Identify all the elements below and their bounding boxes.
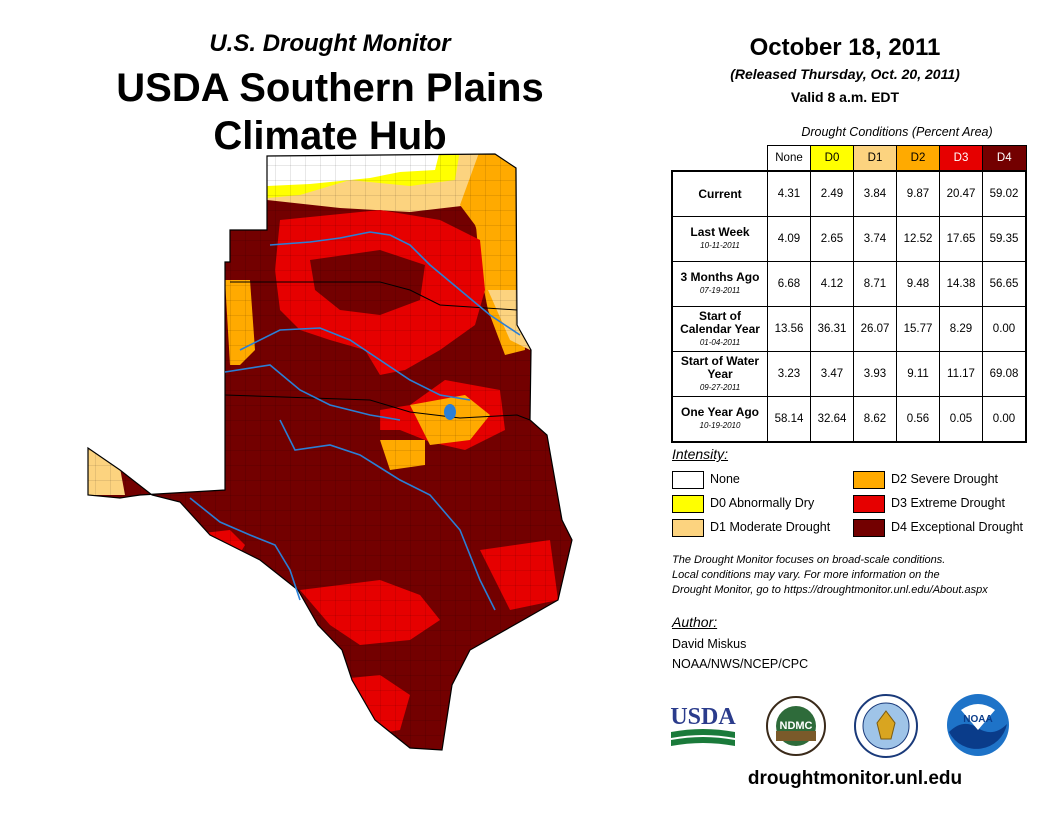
row-label: Start of Water Year 09-27-2011 — [671, 351, 768, 397]
cell-value: 8.62 — [853, 396, 897, 443]
table-row: 3 Months Ago 07-19-2011 6.68 4.12 8.71 9.… — [671, 261, 1027, 307]
county-grid — [88, 154, 572, 750]
col-header-none: None — [767, 145, 811, 172]
row-label: Start of Calendar Year 01-04-2011 — [671, 306, 768, 352]
cell-value: 9.11 — [896, 351, 940, 397]
cell-value: 56.65 — [982, 261, 1027, 307]
cell-value: 17.65 — [939, 216, 983, 262]
cell-value: 3.23 — [767, 351, 811, 397]
cell-value: 0.00 — [982, 396, 1027, 443]
rivers — [189, 231, 521, 611]
table-row: Current 4.31 2.49 3.84 9.87 20.47 59.02 — [671, 170, 1027, 217]
cell-value: 26.07 — [853, 306, 897, 352]
cell-value: 8.71 — [853, 261, 897, 307]
cell-value: 32.64 — [810, 396, 854, 443]
cell-value: 4.12 — [810, 261, 854, 307]
cell-value: 8.29 — [939, 306, 983, 352]
table-row: Start of Water Year 09-27-2011 3.23 3.47 … — [671, 351, 1027, 397]
svg-text:NOAA: NOAA — [963, 714, 992, 725]
svg-text:NDMC: NDMC — [780, 720, 813, 732]
legend-swatch-d3 — [853, 495, 885, 513]
cell-value: 3.74 — [853, 216, 897, 262]
map-date: October 18, 2011 — [749, 34, 941, 61]
author-organization: NOAA/NWS/NCEP/CPC — [672, 657, 809, 671]
legend-label-d4: D4 Exceptional Drought — [891, 520, 1024, 534]
col-header-d3: D3 — [939, 145, 983, 172]
row-label: 3 Months Ago 07-19-2011 — [671, 261, 768, 307]
table-row: One Year Ago 10-19-2010 58.14 32.64 8.62 … — [671, 396, 1027, 443]
legend-label-d3: D3 Extreme Drought — [891, 496, 1005, 510]
author-heading: Author: — [672, 614, 718, 630]
cell-value: 0.00 — [982, 306, 1027, 352]
cell-value: 20.47 — [939, 170, 983, 217]
svg-text:USDA: USDA — [670, 704, 736, 730]
legend-label-none: None — [710, 472, 740, 486]
footer-url-link[interactable]: droughtmonitor.unl.edu — [747, 768, 963, 789]
commerce-seal-logo — [854, 694, 918, 758]
cell-value: 11.17 — [939, 351, 983, 397]
row-label: One Year Ago 10-19-2010 — [671, 396, 768, 443]
cell-value: 0.56 — [896, 396, 940, 443]
cell-value: 9.48 — [896, 261, 940, 307]
col-header-d1: D1 — [853, 145, 897, 172]
cell-value: 59.35 — [982, 216, 1027, 262]
col-header-d0: D0 — [810, 145, 854, 172]
legend-label-d1: D1 Moderate Drought — [710, 520, 831, 534]
legend-swatch-d2 — [853, 471, 885, 489]
legend-heading: Intensity: — [672, 446, 729, 462]
cell-value: 59.02 — [982, 170, 1027, 217]
cell-value: 14.38 — [939, 261, 983, 307]
valid-time: Valid 8 a.m. EDT — [790, 89, 900, 105]
legend-swatch-d0 — [672, 495, 704, 513]
legend-swatch-d1 — [672, 519, 704, 537]
legend-label-d0: D0 Abnormally Dry — [710, 496, 815, 510]
kansas-oklahoma-border — [230, 281, 518, 311]
drought-areas — [88, 154, 572, 750]
cell-value: 13.56 — [767, 306, 811, 352]
legend-swatch-none — [672, 471, 704, 489]
cell-value: 3.84 — [853, 170, 897, 217]
row-label: Current — [671, 170, 768, 217]
cell-value: 69.08 — [982, 351, 1027, 397]
cell-value: 3.47 — [810, 351, 854, 397]
cell-value: 4.31 — [767, 170, 811, 217]
author-name: David Miskus — [672, 637, 747, 651]
table-header-row: None D0 D1 D2 D3 D4 — [672, 145, 1027, 172]
cell-value: 15.77 — [896, 306, 940, 352]
hub-title-line2: Climate Hub — [213, 114, 447, 158]
cell-value: 0.05 — [939, 396, 983, 443]
cell-value: 58.14 — [767, 396, 811, 443]
table-row: Last Week 10-11-2011 4.09 2.65 3.74 12.52… — [671, 216, 1027, 262]
cell-value: 12.52 — [896, 216, 940, 262]
cell-value: 2.65 — [810, 216, 854, 262]
release-date: (Released Thursday, Oct. 20, 2011) — [730, 66, 960, 82]
drought-map — [87, 153, 573, 751]
row-label: Last Week 10-11-2011 — [671, 216, 768, 262]
table-caption: Drought Conditions (Percent Area) — [801, 125, 993, 139]
cell-value: 3.93 — [853, 351, 897, 397]
monitor-title: U.S. Drought Monitor — [209, 30, 451, 57]
ndmc-logo: NDMC — [766, 696, 826, 756]
hub-title-line1: USDA Southern Plains — [116, 66, 544, 110]
legend-label-d2: D2 Severe Drought — [891, 472, 999, 486]
cell-value: 36.31 — [810, 306, 854, 352]
drought-stats-table: None D0 D1 D2 D3 D4 Current 4.31 2.49 3.… — [671, 145, 1027, 443]
lake-texoma — [444, 404, 456, 420]
drought-monitor-note: The Drought Monitor focuses on broad-sca… — [672, 554, 988, 596]
d2-area-west-texas — [195, 545, 235, 570]
table-row: Start of Calendar Year 01-04-2011 13.56 3… — [671, 306, 1027, 352]
col-header-d4: D4 — [982, 145, 1027, 172]
cell-value: 4.09 — [767, 216, 811, 262]
noaa-logo: NOAA — [947, 694, 1009, 756]
oklahoma-texas-border — [224, 394, 531, 421]
cell-value: 9.87 — [896, 170, 940, 217]
cell-value: 6.68 — [767, 261, 811, 307]
col-header-d2: D2 — [896, 145, 940, 172]
legend-swatch-d4 — [853, 519, 885, 537]
usda-logo: USDA — [670, 704, 736, 746]
cell-value: 2.49 — [810, 170, 854, 217]
region-outline — [87, 153, 573, 751]
